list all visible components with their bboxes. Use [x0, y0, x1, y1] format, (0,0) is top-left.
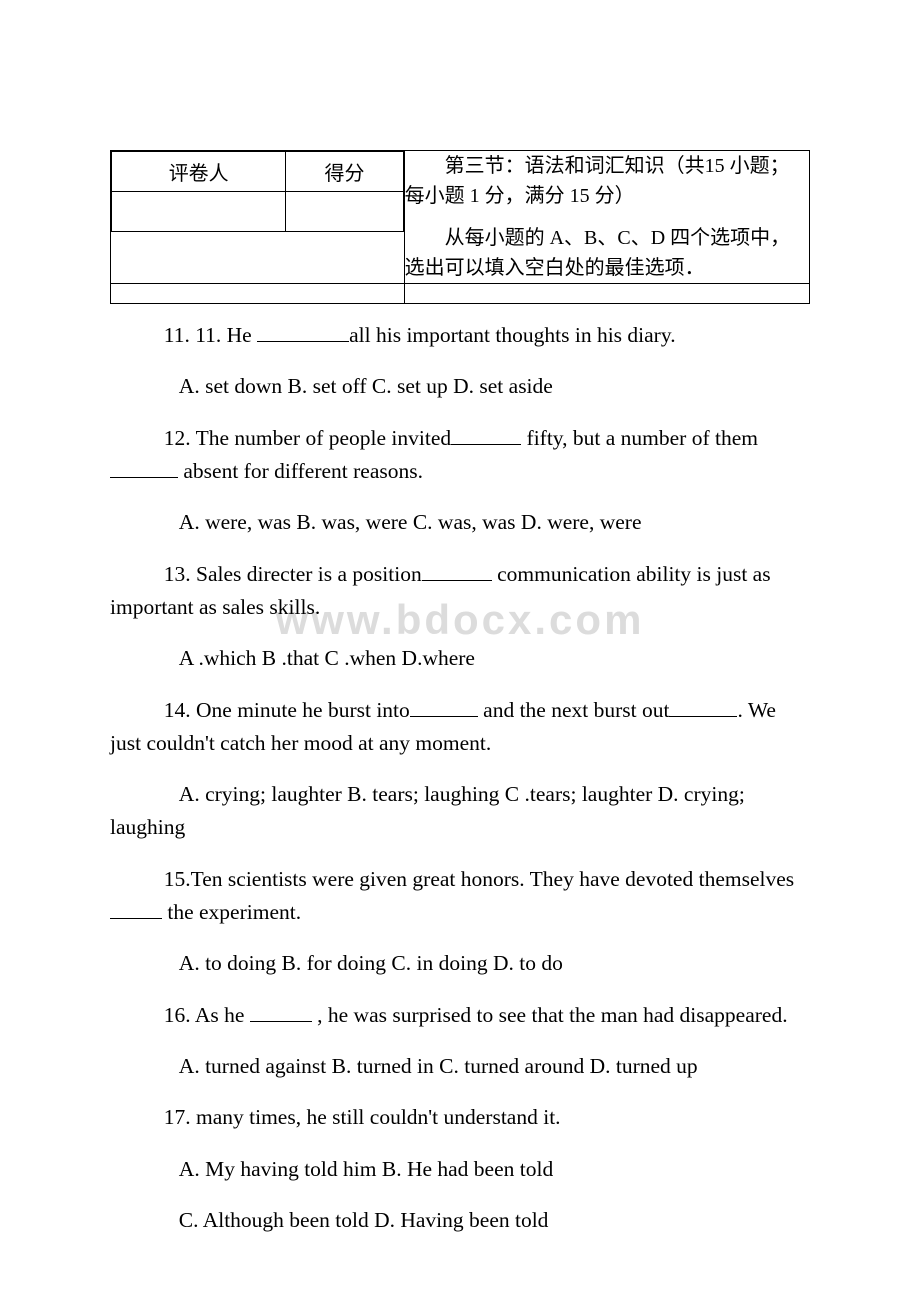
- empty-cell-2: [404, 284, 809, 304]
- grade-table: 评卷人 得分: [111, 151, 404, 232]
- question-16: 16. As he , he was surprised to see that…: [110, 999, 810, 1032]
- q16-stem-a: 16. As he: [164, 1003, 250, 1027]
- grader-cell: 评卷人 得分: [111, 151, 405, 284]
- q12-blank-1: [451, 423, 521, 445]
- q15-stem-b: the experiment.: [162, 900, 301, 924]
- question-17-options-2: C. Although been told D. Having been tol…: [110, 1204, 810, 1237]
- section-title: 第三节：语法和词汇知识（共15 小题；每小题 1 分，满分 15 分）: [405, 151, 809, 211]
- q11-stem-a: 11. 11. He: [164, 323, 257, 347]
- question-12-options: A. were, was B. was, were C. was, was D.…: [110, 506, 810, 539]
- q14-blank-1: [410, 695, 478, 717]
- q13-stem-a: 13. Sales directer is a position: [164, 562, 422, 586]
- q12-stem-b: fifty, but a number of them: [521, 426, 758, 450]
- q14-stem-a: 14. One minute he burst into: [164, 698, 410, 722]
- question-11: 11. 11. He all his important thoughts in…: [110, 319, 810, 352]
- q11-blank: [257, 321, 349, 343]
- q14-blank-2: [669, 695, 737, 717]
- q14-stem-b: and the next burst out: [478, 698, 670, 722]
- question-14: 14. One minute he burst into and the nex…: [110, 694, 810, 761]
- q12-blank-2: [110, 456, 178, 478]
- question-15-options: A. to doing B. for doing C. in doing D. …: [110, 947, 810, 980]
- q11-stem-b: all his important thoughts in his diary.: [349, 323, 675, 347]
- q12-stem-a: 12. The number of people invited: [164, 426, 451, 450]
- question-11-options: A. set down B. set off C. set up D. set …: [110, 370, 810, 403]
- q16-blank: [250, 1000, 312, 1022]
- q15-blank: [110, 898, 162, 920]
- score-header: 得分: [286, 152, 403, 192]
- empty-cell-1: [111, 284, 405, 304]
- q12-stem-c: absent for different reasons.: [178, 459, 423, 483]
- question-15: 15.Ten scientists were given great honor…: [110, 863, 810, 930]
- grader-header: 评卷人: [112, 152, 286, 192]
- q13-blank: [422, 559, 492, 581]
- question-13-options: A .which B .that C .when D.where: [110, 642, 810, 675]
- question-16-options: A. turned against B. turned in C. turned…: [110, 1050, 810, 1083]
- section-instructions-cell: 第三节：语法和词汇知识（共15 小题；每小题 1 分，满分 15 分） 从每小题…: [404, 151, 809, 284]
- score-value: [286, 192, 403, 232]
- question-17-options-1: A. My having told him B. He had been tol…: [110, 1153, 810, 1186]
- question-13: 13. Sales directer is a position communi…: [110, 558, 810, 625]
- section-instructions: 从每小题的 A、B、C、D 四个选项中，选出可以填入空白处的最佳选项．: [405, 223, 809, 283]
- question-12: 12. The number of people invited fifty, …: [110, 422, 810, 489]
- q16-stem-b: , he was surprised to see that the man h…: [312, 1003, 788, 1027]
- section-table: 评卷人 得分 第三节：语法和词汇知识（共15 小题；每小题 1 分，满分 15 …: [110, 150, 810, 304]
- question-14-options: A. crying; laughter B. tears; laughing C…: [110, 778, 810, 845]
- grader-value: [112, 192, 286, 232]
- q15-stem-a: 15.Ten scientists were given great honor…: [164, 867, 794, 891]
- question-17: 17. many times, he still couldn't unders…: [110, 1101, 810, 1134]
